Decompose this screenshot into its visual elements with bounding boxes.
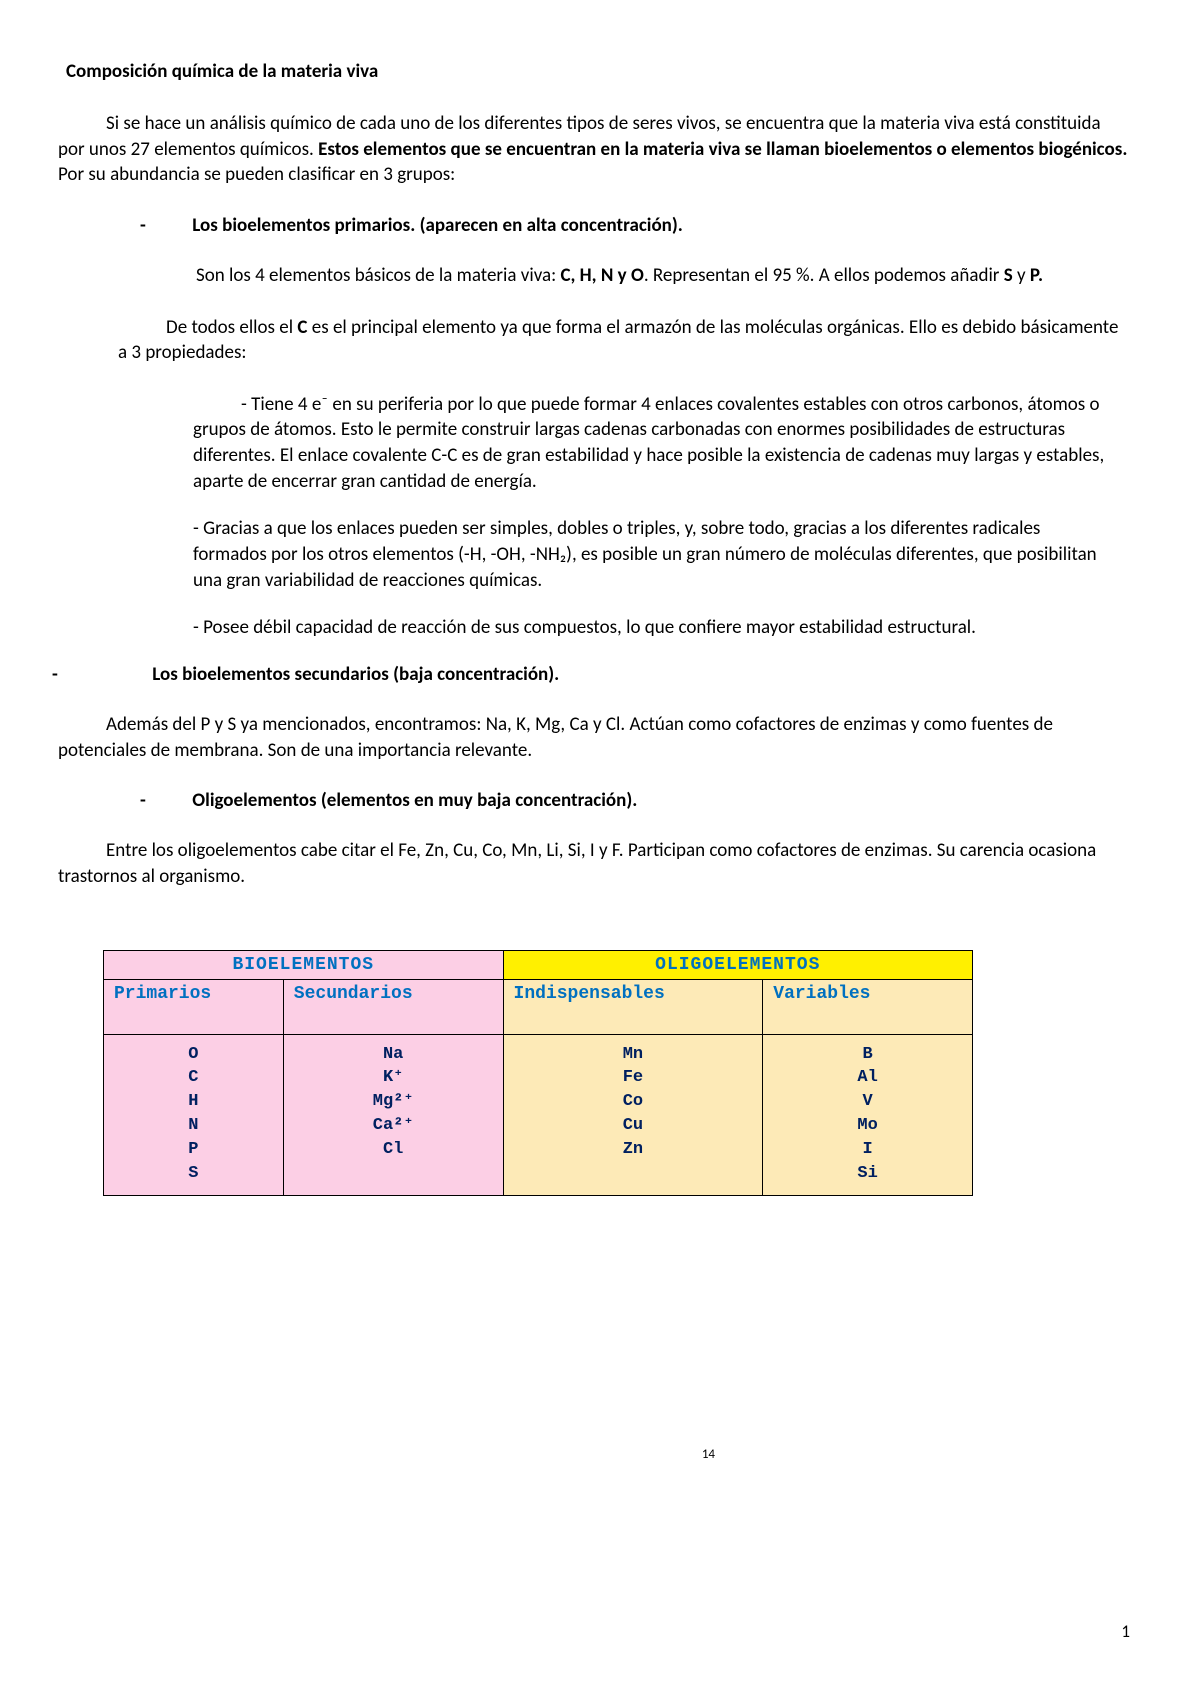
section1-heading: Los bioelementos primarios. (aparecen en… xyxy=(140,214,1130,237)
cell-secundarios: Na K⁺ Mg²⁺ Ca²⁺ Cl xyxy=(283,1034,503,1196)
s1p1f: P. xyxy=(1030,264,1043,287)
s1p1b: C, H, N y O xyxy=(561,264,644,287)
sec-1: K⁺ xyxy=(288,1066,499,1090)
var-1: Al xyxy=(767,1066,968,1090)
prim-4: P xyxy=(108,1138,279,1162)
intro-bold: Estos elementos que se encuentran en la … xyxy=(318,138,1127,161)
section1-bullet3: - Posee débil capacidad de reacción de s… xyxy=(193,615,1110,641)
sec-3: Ca²⁺ xyxy=(288,1114,499,1138)
section1-p1: Son los 4 elementos básicos de la materi… xyxy=(148,263,1130,289)
var-2: V xyxy=(767,1090,968,1114)
intro-part2: Por su abundancia se pueden clasificar e… xyxy=(58,163,455,186)
section1-bullet2: - Gracias a que los enlaces pueden ser s… xyxy=(193,516,1110,593)
sec-4: Cl xyxy=(288,1138,499,1162)
sec-2: Mg²⁺ xyxy=(288,1090,499,1114)
header-oligoelementos: OLIGOELEMENTOS xyxy=(503,950,972,979)
section3-heading-text: Oligoelementos (elementos en muy baja co… xyxy=(192,789,637,812)
ind-4: Zn xyxy=(508,1138,759,1162)
prim-2: H xyxy=(108,1090,279,1114)
sec-0: Na xyxy=(288,1043,499,1067)
cell-variables: B Al V Mo I Si xyxy=(763,1034,973,1196)
s1p1a: Son los 4 elementos básicos de la materi… xyxy=(196,264,561,287)
s1p1d: S xyxy=(1004,264,1013,287)
s1p2a: De todos ellos el xyxy=(166,316,297,339)
page-number: 1 xyxy=(1121,1621,1130,1642)
sub-primarios: Primarios xyxy=(104,979,284,1034)
section2-heading-text: Los bioelementos secundarios (baja conce… xyxy=(152,663,559,686)
section2-heading: Los bioelementos secundarios (baja conce… xyxy=(52,663,1130,686)
section3-heading: Oligoelementos (elementos en muy baja co… xyxy=(140,789,1130,812)
ind-1: Fe xyxy=(508,1066,759,1090)
var-0: B xyxy=(767,1043,968,1067)
var-3: Mo xyxy=(767,1114,968,1138)
table-data-row: O C H N P S Na K⁺ Mg²⁺ Ca²⁺ Cl Mn Fe Co … xyxy=(104,1034,973,1196)
sub-indispensables: Indispensables xyxy=(503,979,763,1034)
table-header-row: BIOELEMENTOS OLIGOELEMENTOS xyxy=(104,950,973,979)
cell-indispensables: Mn Fe Co Cu Zn xyxy=(503,1034,763,1196)
var-5: Si xyxy=(767,1162,968,1186)
intro-paragraph: Si se hace un análisis químico de cada u… xyxy=(58,111,1130,188)
section1-bullet1: - Tiene 4 e⁻ en su periferia por lo que … xyxy=(193,392,1110,495)
sub-variables: Variables xyxy=(763,979,973,1034)
section2-p1: Además del P y S ya mencionados, encontr… xyxy=(58,712,1130,763)
s1p2b: C xyxy=(297,316,307,339)
ind-3: Cu xyxy=(508,1114,759,1138)
s1p1c: . Representan el 95 %. A ellos podemos a… xyxy=(644,264,1004,287)
table-subheader-row: Primarios Secundarios Indispensables Var… xyxy=(104,979,973,1034)
page-title: Composición química de la materia viva xyxy=(66,60,1130,83)
ind-0: Mn xyxy=(508,1043,759,1067)
var-4: I xyxy=(767,1138,968,1162)
s1p1e: y xyxy=(1013,264,1030,287)
sub-secundarios: Secundarios xyxy=(283,979,503,1034)
section1-heading-text: Los bioelementos primarios. (aparecen en… xyxy=(192,214,683,237)
elements-table: BIOELEMENTOS OLIGOELEMENTOS Primarios Se… xyxy=(103,950,973,1197)
page-small: 14 xyxy=(702,1447,715,1462)
ind-2: Co xyxy=(508,1090,759,1114)
prim-1: C xyxy=(108,1066,279,1090)
elements-table-wrap: BIOELEMENTOS OLIGOELEMENTOS Primarios Se… xyxy=(103,950,1130,1197)
section1-p2: De todos ellos el C es el principal elem… xyxy=(118,315,1130,366)
prim-0: O xyxy=(108,1043,279,1067)
cell-primarios: O C H N P S xyxy=(104,1034,284,1196)
prim-3: N xyxy=(108,1114,279,1138)
section3-p1: Entre los oligoelementos cabe citar el F… xyxy=(58,838,1130,889)
prim-5: S xyxy=(108,1162,279,1186)
header-bioelementos: BIOELEMENTOS xyxy=(104,950,504,979)
